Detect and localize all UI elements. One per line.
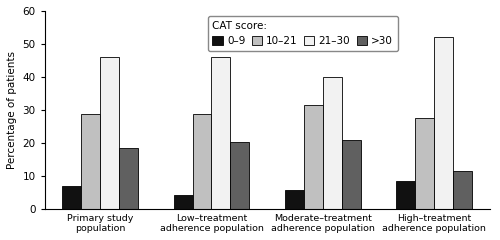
Bar: [415, 119, 434, 210]
Bar: [322, 77, 342, 210]
Bar: [119, 148, 138, 210]
Bar: [100, 57, 119, 210]
Bar: [342, 140, 360, 210]
Bar: [82, 114, 100, 210]
Y-axis label: Percentage of patients: Percentage of patients: [7, 51, 17, 169]
Bar: [192, 114, 212, 210]
Bar: [396, 181, 415, 210]
Bar: [285, 190, 304, 210]
Bar: [230, 142, 250, 210]
Bar: [434, 37, 453, 210]
Legend: 0–9, 10–21, 21–30, >30: 0–9, 10–21, 21–30, >30: [208, 16, 398, 51]
Bar: [62, 186, 82, 210]
Bar: [174, 195, 193, 210]
Bar: [212, 57, 231, 210]
Bar: [453, 171, 472, 210]
Bar: [304, 105, 322, 210]
